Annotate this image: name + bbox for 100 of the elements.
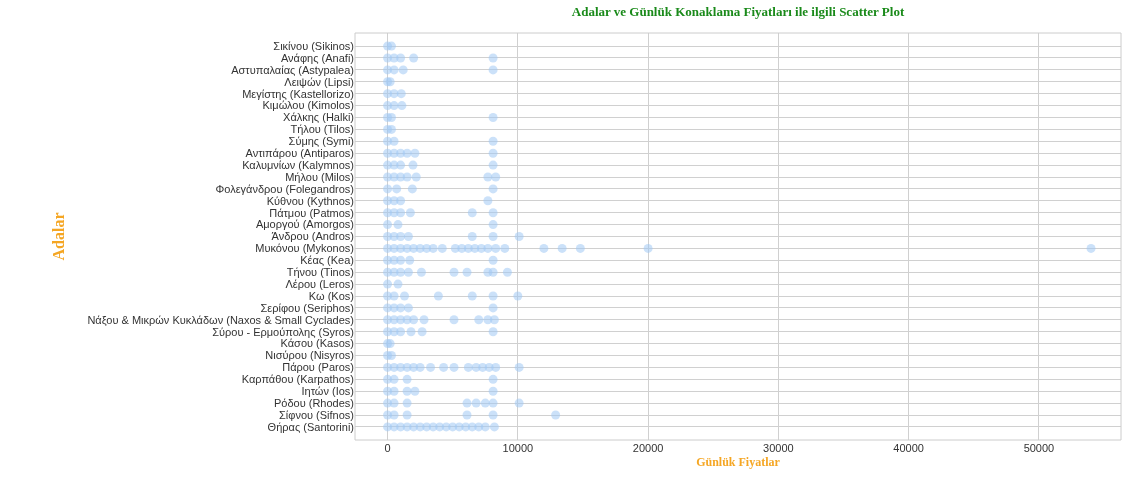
x-tick-label: 50000 — [1023, 442, 1055, 454]
point — [410, 148, 420, 158]
point — [392, 184, 402, 194]
point — [411, 172, 421, 182]
y-tick-label: Σύρου - Ερμούπολης (Syros) — [212, 325, 354, 338]
y-tick-label: Κάσου (Kasos) — [280, 337, 354, 350]
point — [403, 232, 413, 241]
point — [397, 101, 407, 111]
point — [449, 362, 459, 372]
point — [471, 398, 481, 408]
point — [491, 172, 501, 182]
point — [488, 184, 498, 194]
point — [410, 386, 420, 396]
point — [488, 255, 498, 265]
point — [389, 291, 399, 301]
point — [403, 267, 413, 277]
y-tick-label: Κέας (Kea) — [300, 254, 354, 267]
point — [389, 410, 399, 420]
point — [396, 267, 406, 277]
point — [393, 220, 403, 230]
point — [514, 362, 524, 372]
point — [439, 362, 449, 372]
y-tick-label: Άνδρου (Andros) — [271, 230, 354, 243]
point — [409, 53, 419, 63]
x-axis-title: Günlük Fiyatlar — [696, 454, 781, 469]
y-tick-label: Νισύρου (Nisyros) — [265, 349, 354, 362]
point — [643, 243, 653, 253]
point — [396, 208, 406, 218]
point — [489, 315, 499, 325]
y-axis-title: Adalar — [50, 212, 68, 261]
point — [402, 386, 412, 396]
point — [396, 255, 406, 265]
point — [437, 243, 447, 253]
point — [402, 148, 412, 158]
point — [551, 410, 561, 420]
point — [514, 232, 524, 241]
point — [419, 315, 429, 325]
point — [489, 422, 499, 432]
point — [467, 232, 477, 241]
point — [416, 267, 426, 277]
point — [396, 327, 406, 337]
point — [483, 172, 493, 182]
point — [539, 243, 549, 253]
point — [488, 398, 498, 408]
point — [463, 362, 473, 372]
point — [462, 267, 472, 277]
y-tick-label: Αμοργού (Amorgos) — [255, 218, 354, 231]
point — [383, 279, 393, 289]
point — [396, 232, 406, 241]
y-tick-label: Θήρας (Santorini) — [267, 420, 354, 433]
y-tick-label: Κύθνου (Kythnos) — [266, 194, 354, 207]
point — [428, 243, 438, 253]
x-tick-label: 30000 — [763, 442, 794, 454]
point — [389, 136, 399, 146]
point — [393, 279, 403, 289]
x-tick-label: 20000 — [632, 442, 664, 454]
point — [483, 243, 493, 253]
point — [396, 53, 406, 63]
y-tick-label: Μήλου (Milos) — [285, 170, 354, 183]
point — [408, 160, 418, 170]
point — [500, 243, 510, 253]
y-tick-label: Λειψών (Lipsi) — [284, 75, 354, 88]
point — [383, 184, 393, 194]
point — [488, 136, 498, 146]
point — [396, 196, 406, 206]
chart-title: Adalar ve Günlük Konaklama Fiyatları ile ilgili Scatter Plot — [571, 4, 905, 20]
y-tick-label: Αστυπαλαίας (Astypalea) — [231, 63, 354, 76]
point — [383, 220, 393, 230]
y-tick-label: Τήλου (Tilos) — [290, 123, 354, 136]
point — [462, 410, 472, 420]
y-tick-label: Νάξου & Μικρών Κυκλάδων (Naxos & Small Cyclades) — [87, 313, 354, 326]
point — [462, 398, 472, 408]
point — [417, 327, 427, 337]
y-tick-label: Φολεγάνδρου (Folegandros) — [215, 182, 354, 195]
point — [400, 291, 409, 301]
point — [407, 184, 417, 194]
y-tick-label: Ρόδου (Rhodes) — [273, 396, 354, 409]
point — [502, 267, 512, 277]
point — [488, 148, 498, 158]
point — [488, 327, 498, 337]
point — [402, 398, 412, 408]
x-tick-label: 40000 — [893, 442, 924, 454]
y-tick-label: Σίφνου (Sifnos) — [279, 408, 354, 421]
point — [389, 374, 399, 384]
point — [396, 89, 406, 99]
point — [389, 398, 399, 408]
point — [396, 303, 406, 313]
point — [402, 172, 412, 182]
point — [488, 53, 498, 63]
point — [389, 386, 399, 396]
y-tick-label: Μεγίστης (Kastellorizo) — [242, 87, 354, 100]
y-tick-label: Σερίφου (Seriphos) — [260, 301, 354, 314]
point — [449, 267, 459, 277]
y-tick-label: Καλυμνίων (Kalymnos) — [242, 158, 354, 171]
point — [396, 160, 406, 170]
point — [575, 243, 585, 253]
point — [480, 398, 490, 408]
y-tick-label: Πάρου (Paros) — [282, 361, 354, 374]
y-tick-label: Αντιπάρου (Antiparos) — [245, 147, 354, 160]
point — [488, 220, 498, 230]
